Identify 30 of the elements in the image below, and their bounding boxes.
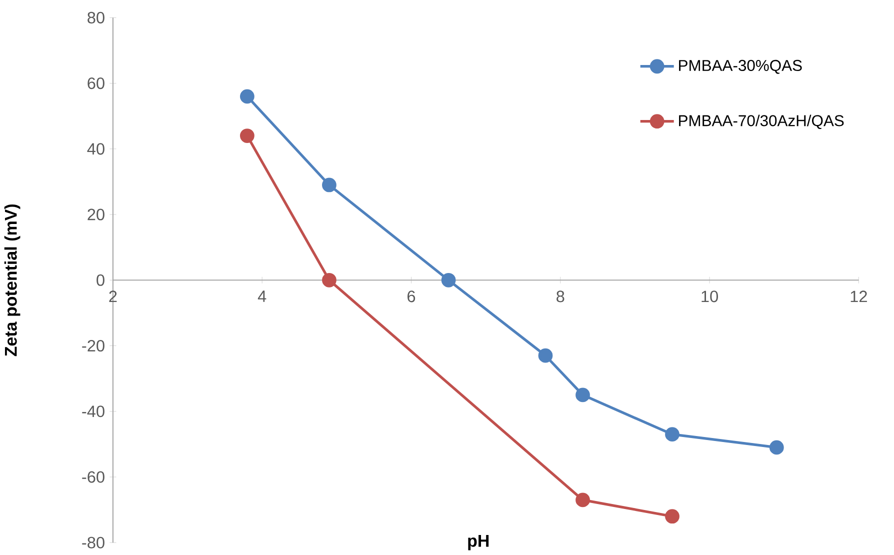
x-tick-label: 10 — [702, 290, 718, 302]
point — [538, 348, 553, 363]
y-tick-label: -40 — [82, 406, 104, 418]
point — [665, 427, 680, 442]
x-axis-title: pH — [468, 535, 489, 550]
point — [240, 128, 254, 144]
y-tick-label: 60 — [88, 78, 104, 90]
y-tick-label: 40 — [87, 143, 104, 155]
point — [322, 273, 336, 288]
point — [769, 440, 784, 455]
y-tick-label: 20 — [88, 208, 104, 221]
point — [576, 388, 590, 402]
point — [322, 178, 336, 192]
legend-label: PMBAA-30%QAS — [679, 60, 802, 74]
point — [240, 89, 254, 104]
x-tick-label: 4 — [258, 290, 266, 302]
y-tick-label: -20 — [82, 340, 104, 352]
y-tick-label: 0 — [96, 274, 104, 286]
x-tick-label: 2 — [109, 290, 117, 302]
x-tick-label: 12 — [850, 290, 867, 302]
legend-label: PMBAA-70/30AzH/QAS — [679, 114, 844, 130]
point — [576, 492, 590, 508]
y-tick-label: 80 — [88, 12, 104, 24]
y-axis-title: Zeta potential (mV) — [4, 204, 20, 356]
y-tick-label: -80 — [82, 537, 104, 549]
x-tick-label: 6 — [408, 290, 416, 302]
x-tick-label: 8 — [556, 290, 564, 302]
point — [441, 273, 456, 288]
point — [665, 509, 680, 524]
y-tick-label: -60 — [82, 471, 104, 483]
